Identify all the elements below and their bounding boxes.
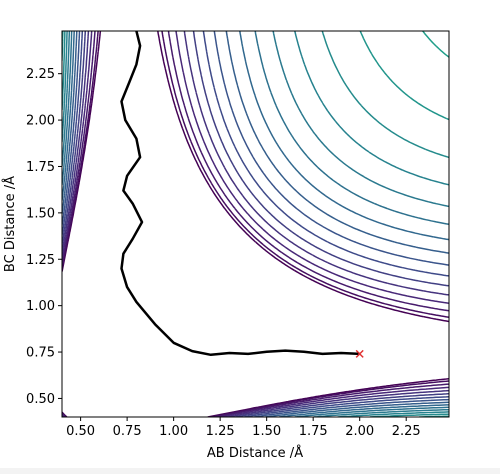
y-tick-label: 1.25 <box>26 253 55 268</box>
x-axis-ticks: 0.50 0.75 1.00 1.25 1.50 1.75 2.00 2.25 <box>66 417 421 439</box>
footer-bar <box>0 468 500 474</box>
contour-level-12 <box>62 31 449 417</box>
y-tick-label: 1.00 <box>26 299 55 314</box>
x-tick-label: 2.25 <box>392 424 421 439</box>
y-tick-label: 2.25 <box>26 67 55 82</box>
contour-level-14 <box>62 31 449 417</box>
x-tick-label: 1.75 <box>299 424 328 439</box>
y-tick-label: 2.00 <box>26 114 55 129</box>
y-axis-ticks: 0.50 0.75 1.00 1.25 1.50 1.75 2.00 2.25 <box>26 67 62 407</box>
y-tick-label: 1.75 <box>26 160 55 175</box>
x-tick-label: 1.00 <box>159 424 188 439</box>
start-marker <box>355 349 364 358</box>
y-tick-label: 0.75 <box>26 346 55 361</box>
x-tick-label: 1.50 <box>252 424 281 439</box>
x-tick-label: 1.25 <box>206 424 235 439</box>
y-axis-label: BC Distance /Å <box>2 176 18 272</box>
x-tick-label: 0.75 <box>113 424 142 439</box>
trajectory-layer <box>120 31 364 358</box>
contour-lines <box>62 31 449 417</box>
contour-level-3 <box>62 31 449 417</box>
x-axis-label: AB Distance /Å <box>207 445 303 461</box>
x-tick-label: 0.50 <box>66 424 95 439</box>
contour-level-2 <box>62 31 449 417</box>
y-tick-label: 1.50 <box>26 206 55 221</box>
plot-frame <box>61 30 450 418</box>
x-tick-label: 2.00 <box>345 424 374 439</box>
y-tick-label: 0.50 <box>26 392 55 407</box>
trajectory-line <box>120 31 360 357</box>
